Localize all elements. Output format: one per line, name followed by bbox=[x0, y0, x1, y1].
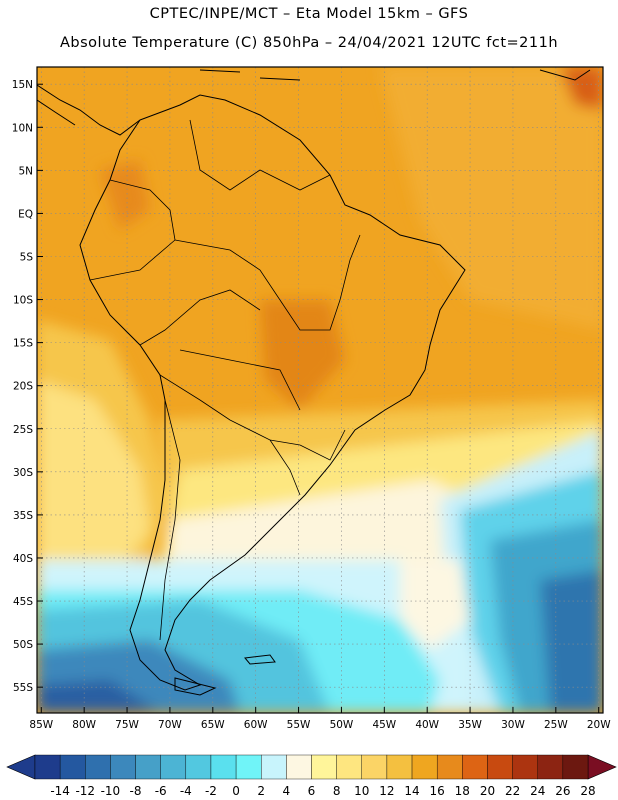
colorbar-label: 8 bbox=[333, 784, 341, 798]
colorbar-label: 14 bbox=[404, 784, 419, 798]
longitude-axis: 85W 80W 75W 70W 65W 60W 55W 50W 45W 40W 35W 30W 25W 2… bbox=[29, 707, 611, 731]
lat-tick-label: 30S bbox=[13, 467, 33, 479]
lat-tick-label: 20S bbox=[13, 381, 33, 393]
lat-tick-label: 5S bbox=[20, 251, 34, 263]
chart-title-line1: CPTEC/INPE/MCT – Eta Model 15km – GFS bbox=[149, 6, 469, 22]
colorbar-label: 20 bbox=[480, 784, 495, 798]
colorbar-swatch bbox=[386, 754, 413, 780]
lon-tick-label: 20W bbox=[587, 719, 611, 731]
colorbar-label: 12 bbox=[379, 784, 394, 798]
colorbar-swatch bbox=[135, 754, 161, 780]
lat-tick-label: 5N bbox=[18, 165, 33, 177]
lat-tick-label: 15N bbox=[12, 79, 33, 91]
lon-tick-label: 55W bbox=[287, 719, 311, 731]
lon-tick-label: 45W bbox=[372, 719, 396, 731]
colorbar-label: 16 bbox=[430, 784, 445, 798]
colorbar-swatch bbox=[85, 754, 111, 780]
colorbar-label: 10 bbox=[354, 784, 369, 798]
lat-tick-label: 50S bbox=[13, 639, 33, 651]
colorbar-swatch bbox=[562, 754, 589, 780]
caribbean-islands bbox=[199, 69, 591, 81]
colorbar-swatch bbox=[59, 754, 86, 780]
map-frame bbox=[36, 66, 604, 714]
latitude-axis: 15N 10N 5N EQ 5S 10S 15S 20S 25S 30S 35S 40S 45S 50S 5… bbox=[12, 79, 43, 694]
colorbar-swatch bbox=[462, 754, 488, 780]
coastlines bbox=[37, 69, 591, 696]
lon-tick-label: 30W bbox=[501, 719, 525, 731]
colorbar-label: -6 bbox=[155, 784, 167, 798]
falkland-islands bbox=[244, 654, 276, 665]
central-america-outline bbox=[37, 84, 141, 136]
colorbar-swatch bbox=[537, 754, 564, 780]
colorbar-label: 24 bbox=[530, 784, 545, 798]
country-borders bbox=[89, 119, 361, 641]
colorbar-label: 4 bbox=[283, 784, 291, 798]
colorbar-label: 18 bbox=[455, 784, 470, 798]
lon-tick-label: 80W bbox=[72, 719, 96, 731]
colorbar: -14 -12 -10 -8 -6 -4 -2 0 2 4 6 8 10 12 14 16 18 20 22 24 26… bbox=[6, 754, 617, 798]
lat-tick-label: 10N bbox=[12, 122, 33, 134]
lat-tick-label: 10S bbox=[13, 295, 33, 307]
colorbar-swatch bbox=[336, 754, 362, 780]
colorbar-swatch bbox=[411, 754, 438, 780]
lon-tick-label: 50W bbox=[330, 719, 354, 731]
colorbar-swatch bbox=[436, 754, 463, 780]
south-america-outline bbox=[79, 94, 466, 691]
colorbar-swatch bbox=[235, 754, 262, 780]
temperature-field bbox=[37, 67, 603, 713]
colorbar-swatch bbox=[286, 754, 312, 780]
lon-tick-label: 40W bbox=[415, 719, 439, 731]
colorbar-label: -14 bbox=[50, 784, 70, 798]
colorbar-label: 28 bbox=[580, 784, 595, 798]
lon-tick-label: 35W bbox=[458, 719, 482, 731]
colorbar-label: -2 bbox=[205, 784, 217, 798]
lat-tick-label: 40S bbox=[13, 553, 33, 565]
colorbar-label: -4 bbox=[180, 784, 192, 798]
colorbar-swatch bbox=[110, 754, 136, 780]
colorbar-swatch bbox=[185, 754, 212, 780]
colorbar-over-arrow bbox=[587, 754, 617, 780]
tierra-del-fuego bbox=[174, 677, 217, 696]
colorbar-label: -12 bbox=[75, 784, 95, 798]
lat-tick-label: EQ bbox=[18, 208, 33, 220]
colorbar-swatch bbox=[210, 754, 237, 780]
lon-tick-label: 85W bbox=[29, 719, 53, 731]
lon-tick-label: 65W bbox=[201, 719, 225, 731]
colorbar-swatch bbox=[487, 754, 513, 780]
colorbar-swatch bbox=[361, 754, 388, 780]
lat-tick-label: 55S bbox=[13, 682, 33, 694]
lat-tick-label: 25S bbox=[13, 424, 33, 436]
colorbar-label: -10 bbox=[101, 784, 121, 798]
colorbar-label: 22 bbox=[505, 784, 520, 798]
colorbar-label: -8 bbox=[130, 784, 142, 798]
colorbar-under-arrow bbox=[6, 754, 36, 780]
colorbar-swatch bbox=[34, 754, 61, 780]
lat-tick-label: 45S bbox=[13, 596, 33, 608]
colorbar-label: 2 bbox=[257, 784, 265, 798]
lon-tick-label: 70W bbox=[158, 719, 182, 731]
lat-tick-label: 35S bbox=[13, 510, 33, 522]
chart-title-line2: Absolute Temperature (C) 850hPa – 24/04/… bbox=[59, 35, 559, 51]
colorbar-label: 0 bbox=[232, 784, 240, 798]
colorbar-swatch bbox=[512, 754, 538, 780]
lon-tick-label: 60W bbox=[244, 719, 268, 731]
colorbar-swatch bbox=[160, 754, 187, 780]
lat-tick-label: 15S bbox=[13, 338, 33, 350]
colorbar-label: 6 bbox=[308, 784, 316, 798]
colorbar-swatch bbox=[311, 754, 337, 780]
colorbar-swatch bbox=[261, 754, 287, 780]
colorbar-label: 26 bbox=[555, 784, 570, 798]
lon-tick-label: 75W bbox=[115, 719, 139, 731]
lon-tick-label: 25W bbox=[544, 719, 568, 731]
